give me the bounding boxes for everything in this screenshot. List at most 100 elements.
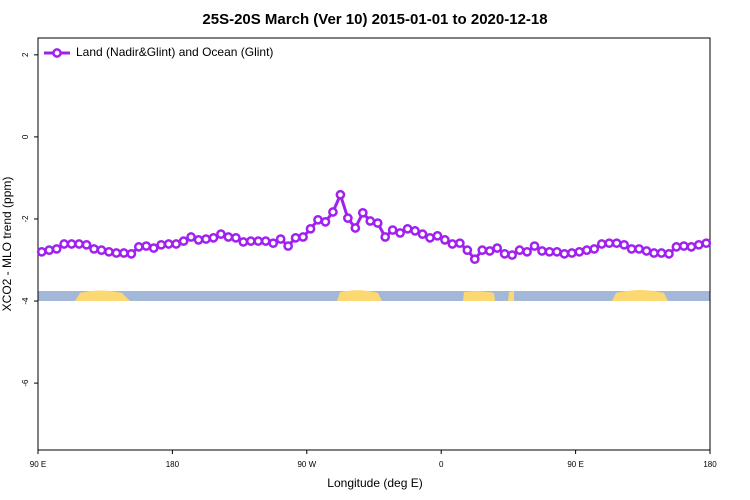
data-point: [275, 234, 286, 244]
data-point: [462, 245, 473, 256]
data-point: [686, 242, 697, 252]
data-point: [148, 243, 159, 253]
data-point: [350, 223, 361, 233]
y-tick-label: 0: [21, 134, 30, 139]
data-point: [522, 246, 532, 257]
data-point: [589, 244, 600, 254]
data-point: [305, 223, 316, 234]
data-point: [253, 236, 264, 246]
data-point: [552, 246, 562, 257]
data-point: [544, 246, 555, 257]
data-point: [641, 246, 652, 256]
data-point: [178, 236, 189, 246]
data-point: [693, 239, 704, 250]
data-point: [567, 248, 577, 258]
data-point: [260, 236, 271, 246]
surface-band: [38, 290, 710, 301]
land-band: [463, 291, 495, 301]
data-point: [611, 238, 622, 249]
data-point: [671, 242, 682, 252]
data-point: [223, 232, 234, 242]
y-axis-label: XCO2 - MLO trend (ppm): [0, 177, 14, 312]
data-point: [119, 248, 129, 258]
data-point: [59, 239, 69, 249]
data-point: [372, 218, 383, 228]
data-point: [634, 244, 644, 254]
data-point: [395, 228, 405, 238]
data-point: [186, 232, 196, 242]
data-point: [133, 242, 144, 252]
x-tick-label: 180: [703, 460, 717, 469]
y-tick-label: -2: [21, 215, 30, 223]
data-point: [268, 238, 279, 249]
x-tick-label: 90 E: [30, 460, 46, 469]
data-point: [499, 248, 510, 259]
data-point: [402, 223, 413, 234]
data-point: [74, 239, 84, 249]
land-band: [612, 290, 668, 301]
data-point: [96, 245, 107, 256]
data-point: [141, 241, 152, 251]
y-tick-label: 2: [21, 52, 30, 57]
data-point: [596, 239, 607, 249]
data-point: [492, 243, 503, 253]
data-point: [649, 248, 659, 258]
legend-marker: [52, 48, 62, 58]
data-point: [81, 239, 92, 250]
land-band: [508, 291, 514, 301]
data-point: [283, 241, 293, 251]
data-point: [44, 245, 55, 256]
data-point: [51, 244, 62, 254]
data-point: [410, 226, 420, 236]
data-point: [537, 246, 547, 256]
data-point: [664, 248, 674, 259]
data-point: [245, 236, 256, 246]
y-tick-label: -4: [21, 297, 30, 305]
legend-label: Land (Nadir&Glint) and Ocean (Glint): [76, 45, 273, 59]
data-point: [619, 239, 629, 250]
data-point: [89, 244, 99, 254]
data-point: [514, 245, 525, 256]
land-band: [75, 290, 130, 301]
y-tick-label: -6: [21, 379, 30, 387]
data-point: [484, 246, 495, 256]
data-point: [171, 239, 181, 249]
data-point: [238, 237, 249, 247]
land-band: [337, 290, 382, 301]
x-tick-label: 90 E: [567, 460, 583, 469]
data-point: [111, 248, 122, 258]
data-point: [156, 239, 167, 250]
data-point: [574, 246, 585, 257]
data-point: [604, 238, 615, 249]
data-point: [380, 232, 391, 242]
data-point: [425, 232, 435, 243]
x-axis-label: Longitude (deg E): [327, 476, 422, 490]
data-point: [559, 248, 570, 259]
data-point: [290, 232, 301, 243]
data-point: [656, 248, 667, 258]
data-point: [104, 246, 114, 257]
data-point: [387, 225, 398, 235]
data-point: [581, 245, 592, 256]
data-point: [313, 214, 323, 225]
data-point: [447, 239, 458, 249]
data-point: [477, 245, 488, 256]
data-point: [216, 229, 226, 240]
data-point: [679, 241, 689, 251]
data-point: [328, 207, 338, 217]
data-point: [320, 216, 331, 227]
data-point: [298, 232, 308, 242]
data-point: [126, 248, 137, 259]
data-point: [507, 250, 517, 260]
data-point: [231, 232, 241, 243]
data-point: [201, 234, 211, 244]
x-tick-label: 0: [439, 460, 444, 469]
x-tick-label: 90 W: [297, 460, 316, 469]
data-point: [440, 235, 450, 245]
x-tick-label: 180: [166, 460, 180, 469]
data-point: [469, 254, 480, 265]
data-point: [335, 189, 346, 200]
data-point: [208, 232, 219, 243]
data-point: [432, 230, 443, 241]
